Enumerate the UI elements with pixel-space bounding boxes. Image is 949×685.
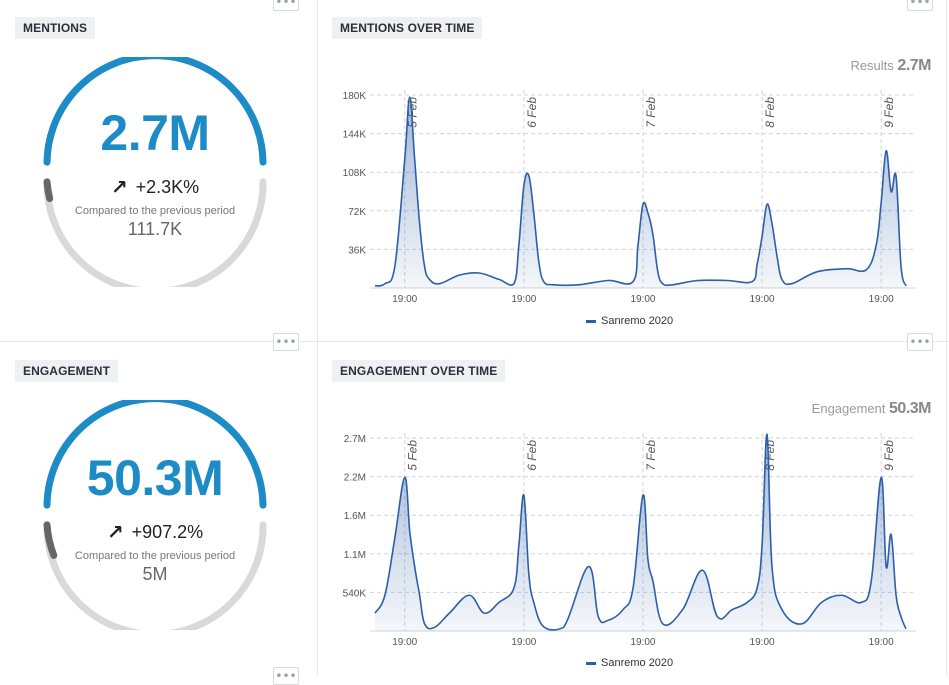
day-marker-label: 8 Feb — [763, 97, 777, 128]
arrow-up-right-icon: ↗ — [110, 175, 128, 199]
column-divider — [317, 0, 318, 675]
x-tick-label: 19:00 — [392, 637, 417, 648]
day-marker-label: 7 Feb — [644, 440, 658, 471]
mentions-value: 2.7M — [100, 105, 210, 161]
mentions-tag: MENTIONS — [15, 17, 96, 39]
y-tick-label: 180K — [343, 91, 367, 102]
engagement-results-value: 50.3M — [889, 400, 931, 417]
day-marker-label: 7 Feb — [644, 97, 658, 128]
ring-previous-arc — [43, 178, 54, 202]
legend-series-name: Sanremo 2020 — [601, 315, 674, 327]
engagement-tag: ENGAGEMENT — [15, 360, 119, 382]
more-dots-icon: ••• — [275, 0, 297, 9]
day-marker-label: 6 Feb — [525, 97, 539, 128]
mentions-compare-label: Compared to the previous period — [74, 205, 236, 217]
series-line — [374, 433, 907, 631]
ring-previous-arc — [43, 521, 58, 559]
engagement-value: 50.3M — [86, 450, 224, 506]
y-tick-label: 2.7M — [344, 434, 366, 445]
right-edge-divider — [946, 0, 947, 675]
ring-track — [43, 178, 267, 287]
engagement-over-time-chart: 540K 1.1M 1.6M 2.2M 2.7M 5 Feb 19:00 6 Feb 19:00… — [343, 433, 916, 648]
ring-track — [43, 521, 267, 630]
engagement-results: Engagement 50.3M — [811, 400, 932, 418]
mentions-ring — [43, 57, 267, 287]
legend-series-name: Sanremo 2020 — [601, 657, 674, 669]
series-area — [374, 434, 906, 631]
mentions-delta-value: +2.3K% — [135, 176, 200, 197]
engagement-delta-value: +907.2% — [131, 521, 204, 542]
row-divider — [0, 341, 949, 342]
more-dots-icon: ••• — [909, 0, 931, 9]
more-dots-icon: ••• — [909, 335, 931, 349]
more-dots-icon: ••• — [275, 669, 297, 683]
mentions-kpi: 2.7M ↗ +2.3K% Compared to the previous p… — [40, 105, 270, 240]
series-area — [374, 97, 906, 288]
engagement-more-button[interactable]: ••• — [273, 333, 299, 351]
mentions-chart-legend[interactable]: Sanremo 2020 — [586, 315, 673, 327]
next-panel-more-button[interactable]: ••• — [273, 667, 299, 685]
y-tick-label: 144K — [343, 130, 367, 141]
y-tick-label: 1.1M — [344, 550, 366, 561]
x-tick-label: 19:00 — [511, 294, 536, 305]
y-tick-label: 2.2M — [344, 473, 366, 484]
mentions-chart-tag: MENTIONS OVER TIME — [332, 17, 483, 39]
mentions-results: Results 2.7M — [850, 57, 931, 75]
y-tick-label: 72K — [348, 207, 366, 218]
x-tick-label: 19:00 — [511, 637, 536, 648]
day-marker-label: 6 Feb — [525, 440, 539, 471]
x-tick-label: 19:00 — [750, 637, 775, 648]
day-marker-label: 5 Feb — [406, 440, 420, 471]
x-tick-label: 19:00 — [869, 637, 894, 648]
mentions-results-label: Results — [850, 58, 894, 73]
mentions-results-value: 2.7M — [897, 57, 931, 74]
engagement-chart-tag: ENGAGEMENT OVER TIME — [332, 360, 506, 382]
engagement-results-label: Engagement — [811, 401, 886, 416]
engagement-kpi: 50.3M ↗ +907.2% Compared to the previous… — [40, 450, 270, 585]
engagement-ring — [43, 400, 267, 630]
day-marker-label: 9 Feb — [882, 97, 896, 128]
ring-current-arc — [43, 57, 267, 166]
x-tick-label: 19:00 — [392, 294, 417, 305]
x-tick-label: 19:00 — [750, 294, 775, 305]
mentions-chart-more-button[interactable]: ••• — [907, 0, 933, 11]
y-tick-label: 1.6M — [344, 511, 366, 522]
day-marker-label: 9 Feb — [882, 440, 896, 471]
legend-swatch — [586, 661, 596, 665]
legend-swatch — [586, 319, 596, 323]
x-tick-label: 19:00 — [630, 294, 655, 305]
mentions-more-button[interactable]: ••• — [273, 0, 299, 11]
mentions-previous-value: 111.7K — [127, 219, 183, 239]
more-dots-icon: ••• — [275, 335, 297, 349]
y-tick-label: 36K — [348, 245, 366, 256]
engagement-delta: ↗ +907.2% — [40, 520, 270, 544]
arrow-up-right-icon: ↗ — [106, 520, 124, 544]
x-tick-label: 19:00 — [869, 294, 894, 305]
engagement-compare-label: Compared to the previous period — [74, 550, 236, 562]
mentions-delta: ↗ +2.3K% — [40, 175, 270, 199]
y-tick-label: 108K — [343, 168, 367, 179]
engagement-chart-more-button[interactable]: ••• — [907, 333, 933, 351]
x-tick-label: 19:00 — [630, 637, 655, 648]
engagement-previous-value: 5M — [142, 564, 168, 584]
y-tick-label: 540K — [343, 588, 367, 599]
ring-current-arc — [43, 400, 267, 509]
engagement-chart-legend[interactable]: Sanremo 2020 — [586, 657, 673, 669]
series-line — [374, 96, 907, 287]
